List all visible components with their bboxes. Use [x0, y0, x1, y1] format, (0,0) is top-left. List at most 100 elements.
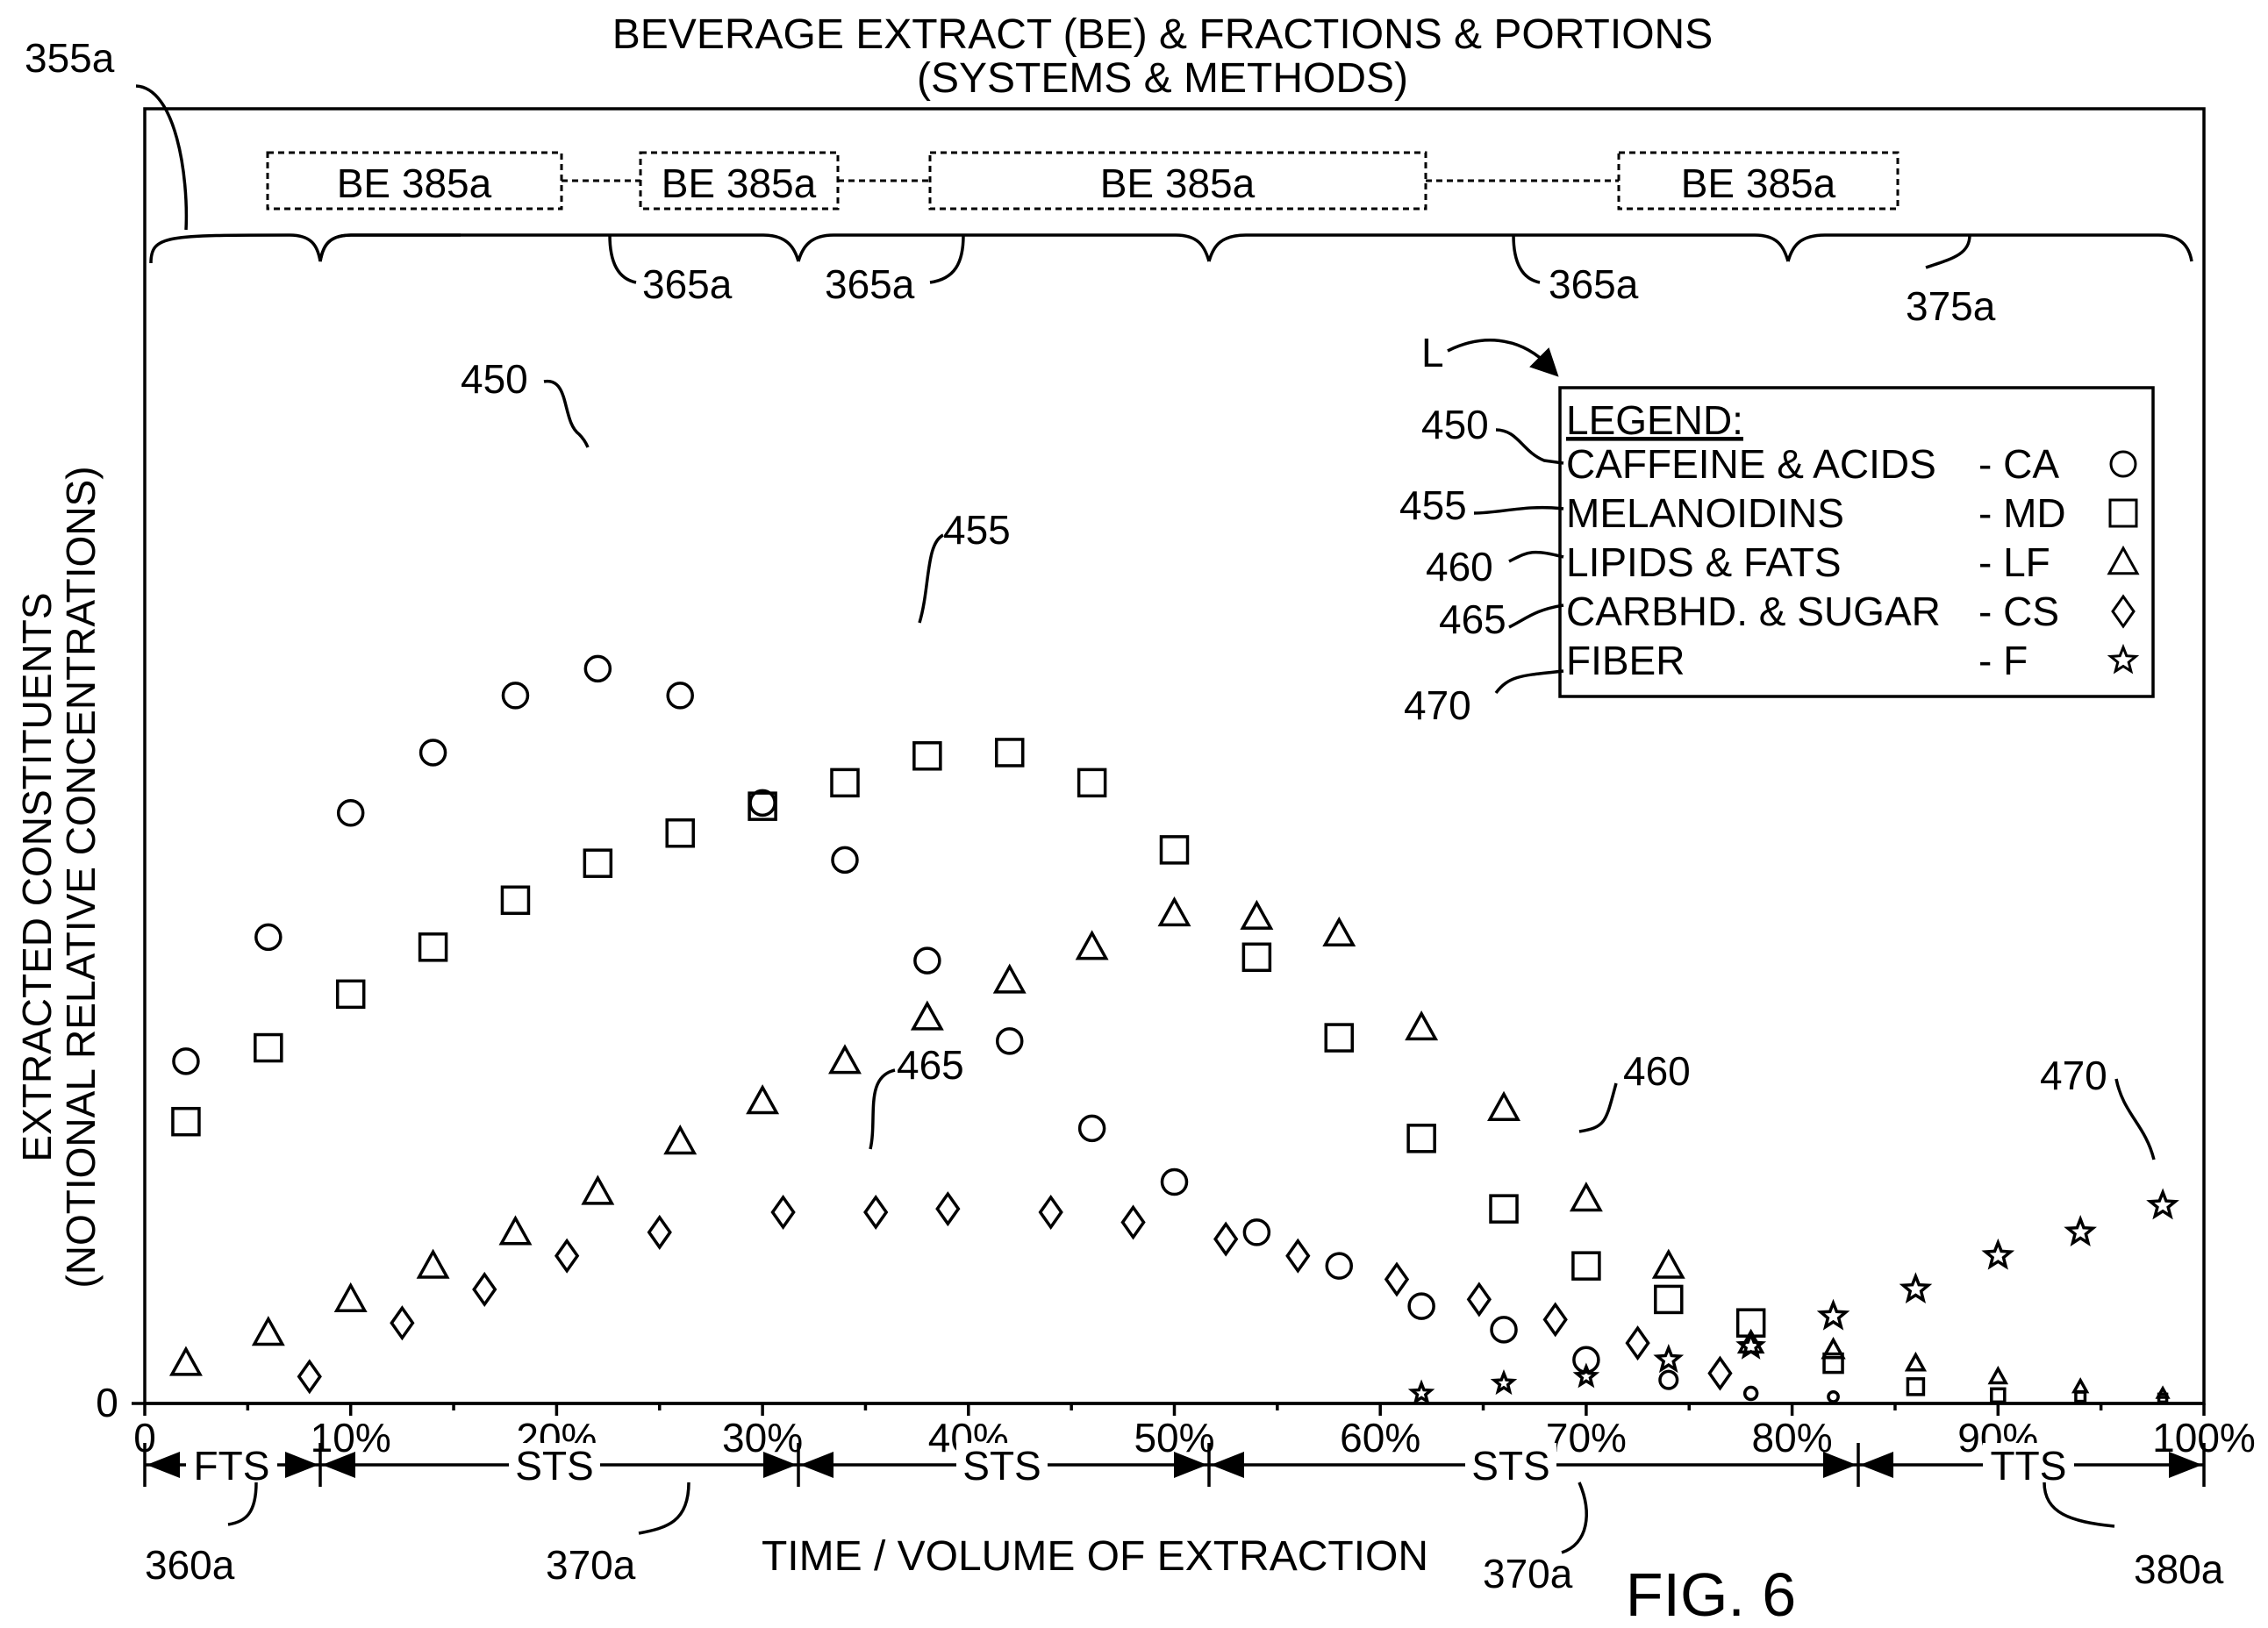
frame-ref-leader [135, 84, 189, 231]
svg-text:360a: 360a [145, 1542, 235, 1588]
star-point-470 [2064, 1215, 2097, 1246]
triangle-point-460 [1075, 930, 1109, 960]
legend-ref-leader [1495, 428, 1564, 465]
triangle-point-460 [1487, 1090, 1520, 1121]
stage-ref-370a-2: 370a [1483, 1482, 1588, 1596]
circle-point-450 [995, 1027, 1024, 1055]
legend-item-code: - MD [1978, 490, 2066, 536]
triangle-point-460 [1240, 899, 1274, 930]
diamond-point-465 [863, 1194, 889, 1231]
brace-ref-3: 365a [1512, 234, 1639, 307]
svg-text:BE 385a: BE 385a [1100, 161, 1256, 206]
square-point-455 [1406, 1124, 1436, 1153]
be-box-4: BE 385a [1617, 151, 1900, 211]
svg-text:BE 385a: BE 385a [1681, 161, 1836, 206]
square-point-455 [1906, 1377, 1926, 1396]
x-tick-label-7: 70% [1546, 1415, 1627, 1460]
diamond-point-465 [1285, 1238, 1311, 1274]
square-point-455 [994, 738, 1025, 768]
legend-ref-leader [1473, 505, 1564, 515]
circle-point-450 [913, 946, 941, 975]
square-point-455 [254, 1032, 283, 1063]
figure-caption: FIG. 6 [1626, 1560, 1796, 1628]
stage-label-sts-1: STS [515, 1443, 593, 1489]
star-point-470 [1407, 1379, 1435, 1405]
triangle-point-460 [1322, 916, 1356, 947]
annotation-455: 455 [918, 507, 1011, 624]
svg-text:380a: 380a [2134, 1546, 2224, 1592]
square-point-455 [583, 848, 613, 878]
square-point-455 [665, 818, 695, 848]
y-axis-label-line2: (NOTIONAL RELATIVE CONCENTRATIONS) [58, 466, 104, 1288]
triangle-point-460 [992, 963, 1027, 994]
square-point-455 [2074, 1390, 2087, 1403]
chart-title-line2: (SYSTEMS & METHODS) [917, 55, 1408, 102]
diamond-point-465 [390, 1305, 415, 1341]
annotation-465: 465 [869, 1042, 964, 1150]
triangle-point-460 [251, 1316, 285, 1346]
svg-text:370a: 370a [1483, 1551, 1573, 1596]
square-point-455 [1324, 1023, 1355, 1053]
legend-symbol-star [2107, 643, 2140, 675]
star-point-470 [1490, 1368, 1518, 1396]
legend-ref-460: 460 [1426, 544, 1493, 589]
frame-ref-label: 355a [25, 35, 115, 81]
diamond-point-465 [1213, 1221, 1239, 1257]
circle-point-450 [1827, 1390, 1840, 1403]
circle-point-450 [1407, 1292, 1435, 1320]
square-point-455 [335, 979, 366, 1010]
legend-ref-455: 455 [1399, 482, 1467, 528]
circle-point-450 [1325, 1252, 1354, 1280]
triangle-point-460 [581, 1175, 615, 1205]
plot-frame [143, 107, 2206, 1405]
square-point-455 [171, 1106, 201, 1137]
star-point-470 [1899, 1272, 1933, 1303]
x-tick-label-3: 30% [722, 1415, 803, 1460]
brace-ref-2: 365a [825, 234, 965, 307]
svg-text:BE 385a: BE 385a [662, 161, 817, 206]
legend-ref-450: 450 [1421, 402, 1489, 447]
svg-text:365a: 365a [642, 261, 733, 307]
star-point-470 [2146, 1188, 2179, 1220]
be-box-1: BE 385a [266, 151, 563, 211]
svg-text:365a: 365a [825, 261, 915, 307]
legend-pointer-arrow [1447, 339, 1546, 363]
diamond-point-465 [1625, 1325, 1650, 1361]
annotation-470: 470 [2040, 1053, 2156, 1160]
legend-symbol-triangle [2107, 545, 2140, 575]
x-tick-label-8: 80% [1752, 1415, 1833, 1460]
stage-ref-380a: 380a [2043, 1482, 2224, 1592]
diamond-point-465 [770, 1194, 796, 1231]
star-point-470 [1816, 1298, 1850, 1331]
diamond-point-465 [1384, 1261, 1410, 1297]
legend-item-name: CAFFEINE & ACIDS [1566, 441, 1936, 487]
svg-text:455: 455 [943, 507, 1011, 553]
star-point-470 [1653, 1344, 1685, 1374]
legend-symbol-square [2108, 498, 2138, 528]
brace-ref-1: 365a [608, 234, 733, 307]
legend-ref-465: 465 [1439, 596, 1506, 642]
x-axis-label: TIME / VOLUME OF EXTRACTION [762, 1533, 1428, 1580]
star-point-470 [1572, 1362, 1600, 1389]
legend-ref-leader [1494, 669, 1564, 695]
data-markers [168, 654, 2179, 1405]
triangle-point-460 [2155, 1385, 2171, 1399]
circle-point-450 [831, 846, 859, 875]
svg-text:450: 450 [461, 356, 528, 402]
square-point-455 [1489, 1194, 1519, 1224]
circle-point-450 [501, 682, 530, 710]
circle-point-450 [1242, 1218, 1271, 1246]
legend-ref-leader [1508, 603, 1564, 629]
stage-label-tts: TTS [1991, 1443, 2067, 1489]
top-braces [149, 233, 2193, 264]
triangle-point-460 [498, 1215, 533, 1246]
square-point-455 [1241, 942, 1272, 973]
circle-point-450 [172, 1047, 200, 1075]
legend-item-name: FIBER [1566, 638, 1685, 683]
diamond-point-465 [647, 1214, 672, 1250]
svg-text:375a: 375a [1906, 283, 1996, 329]
annotation-460: 460 [1578, 1048, 1691, 1133]
diamond-point-465 [472, 1271, 497, 1307]
square-point-455 [912, 741, 942, 771]
square-point-455 [1159, 835, 1190, 865]
